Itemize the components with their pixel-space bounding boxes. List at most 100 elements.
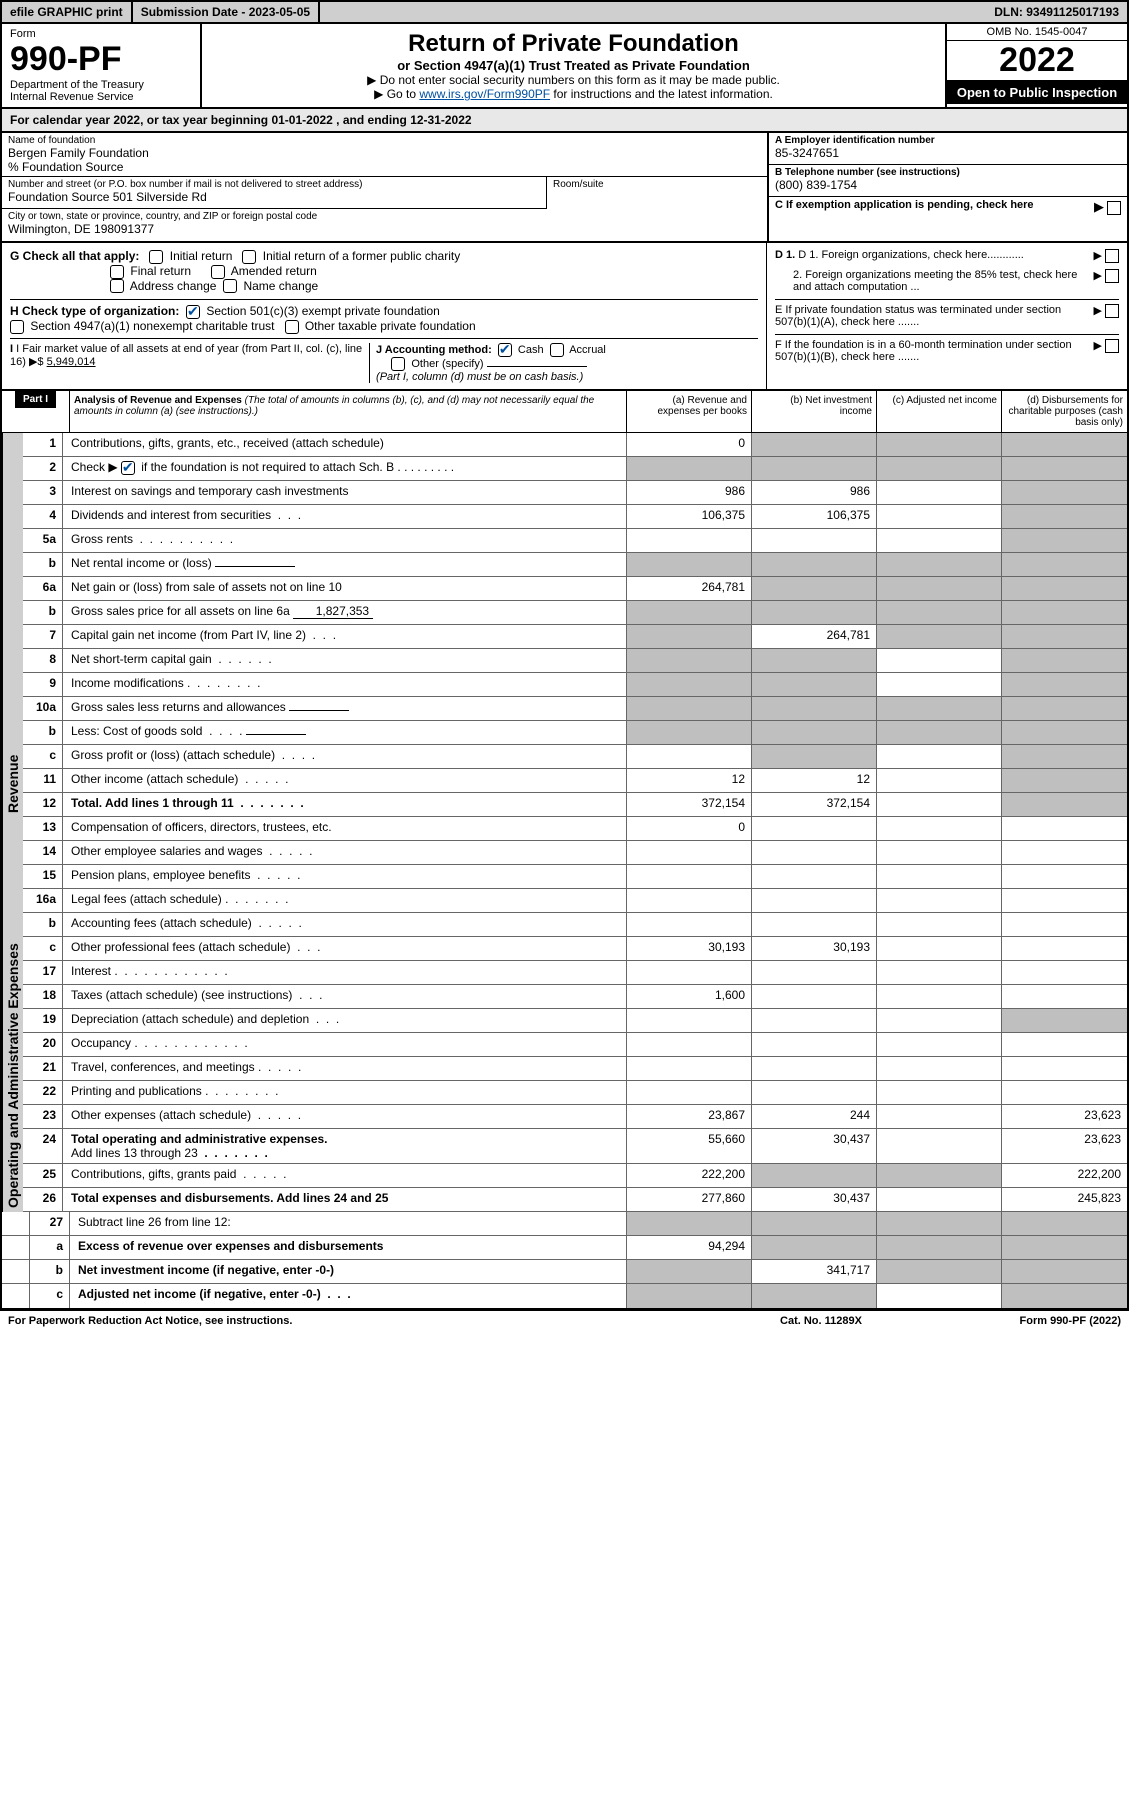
instr-goto-prefix: ▶ Go to (374, 87, 419, 101)
topbar-spacer (320, 2, 986, 22)
l13-num: 13 (23, 817, 63, 840)
l22-num: 22 (23, 1081, 63, 1104)
l23-b: 244 (752, 1105, 877, 1128)
j-label: J Accounting method: (376, 344, 492, 356)
f-cb[interactable] (1105, 339, 1119, 353)
g-final-cb[interactable] (110, 265, 124, 279)
g-final: Final return (130, 264, 191, 278)
l27a-lbl: Excess of revenue over expenses and disb… (70, 1236, 627, 1259)
l13-a: 0 (627, 817, 752, 840)
footer-catno: Cat. No. 11289X (721, 1315, 921, 1327)
expenses-side-label: Operating and Administrative Expenses (2, 817, 23, 1212)
l17-lbl: Interest (71, 964, 111, 978)
h-501-cb[interactable] (186, 305, 200, 319)
l23-lbl: Other expenses (attach schedule) (71, 1108, 251, 1122)
g-addr: Address change (130, 279, 217, 293)
g-name-cb[interactable] (223, 279, 237, 293)
l12-lbl: Total. Add lines 1 through 11 (71, 796, 234, 810)
l21-num: 21 (23, 1057, 63, 1080)
j-note: (Part I, column (d) must be on cash basi… (376, 371, 583, 383)
l2-lbl-b: if the foundation is not required to att… (138, 460, 394, 474)
l2-cb[interactable] (121, 461, 135, 475)
col-d-hdr: (d) Disbursements for charitable purpose… (1002, 391, 1127, 433)
l4-a: 106,375 (627, 505, 752, 528)
l26-lbl: Total expenses and disbursements. Add li… (63, 1188, 627, 1211)
h-other: Other taxable private foundation (305, 319, 476, 333)
l26-num: 26 (23, 1188, 63, 1211)
l10b-lbl: Less: Cost of goods sold (71, 724, 202, 738)
h-label: H Check type of organization: (10, 304, 179, 318)
l24-b: 30,437 (752, 1129, 877, 1163)
form-number: 990-PF (10, 40, 192, 79)
l26-b: 30,437 (752, 1188, 877, 1211)
l27a-num: a (30, 1236, 70, 1259)
form-header: Form 990-PF Department of the Treasury I… (0, 24, 1129, 109)
l2-num: 2 (23, 457, 63, 480)
l18-a: 1,600 (627, 985, 752, 1008)
l20-num: 20 (23, 1033, 63, 1056)
l15-num: 15 (23, 865, 63, 888)
calyear-prefix: For calendar year 2022, or tax year begi… (10, 113, 271, 127)
room-lbl: Room/suite (553, 179, 761, 190)
l11-b: 12 (752, 769, 877, 792)
g-amended-cb[interactable] (211, 265, 225, 279)
g-name: Name change (243, 279, 318, 293)
l3-lbl: Interest on savings and temporary cash i… (63, 481, 627, 504)
l24-a: 55,660 (627, 1129, 752, 1163)
l8-num: 8 (23, 649, 63, 672)
l14-num: 14 (23, 841, 63, 864)
l16c-a: 30,193 (627, 937, 752, 960)
l7-num: 7 (23, 625, 63, 648)
l27b-num: b (30, 1260, 70, 1283)
l18-lbl: Taxes (attach schedule) (see instruction… (71, 988, 292, 1002)
l4-lbl: Dividends and interest from securities (71, 508, 271, 522)
l1-lbl: Contributions, gifts, grants, etc., rece… (63, 433, 627, 456)
l27-lbl: Subtract line 26 from line 12: (70, 1212, 627, 1235)
dept-treasury: Department of the Treasury (10, 79, 192, 91)
c-checkbox[interactable] (1107, 201, 1121, 215)
g-amended: Amended return (231, 264, 317, 278)
h-4947: Section 4947(a)(1) nonexempt charitable … (30, 319, 274, 333)
j-accrual-cb[interactable] (550, 343, 564, 357)
j-cash: Cash (518, 344, 544, 356)
open-public: Open to Public Inspection (947, 81, 1127, 104)
l3-num: 3 (23, 481, 63, 504)
foundation-addr: Foundation Source 501 Silverside Rd (8, 190, 540, 204)
l20-lbl: Occupancy (71, 1036, 131, 1050)
g-initial-former: Initial return of a former public charit… (263, 249, 460, 263)
part1-sheet: Part I Analysis of Revenue and Expenses … (0, 391, 1129, 1310)
h-4947-cb[interactable] (10, 320, 24, 334)
e-cb[interactable] (1105, 304, 1119, 318)
l3-b: 986 (752, 481, 877, 504)
l12-a: 372,154 (627, 793, 752, 816)
l12-b: 372,154 (752, 793, 877, 816)
d1-cb[interactable] (1105, 249, 1119, 263)
g-initial-cb[interactable] (149, 250, 163, 264)
l19-num: 19 (23, 1009, 63, 1032)
h-other-cb[interactable] (285, 320, 299, 334)
foundation-name: Bergen Family Foundation (8, 146, 761, 160)
l26-d: 245,823 (1002, 1188, 1127, 1211)
form990pf-link[interactable]: www.irs.gov/Form990PF (419, 87, 550, 101)
page-footer: For Paperwork Reduction Act Notice, see … (0, 1310, 1129, 1331)
g-addr-cb[interactable] (110, 279, 124, 293)
foundation-care: % Foundation Source (8, 160, 761, 174)
g-initial-former-cb[interactable] (242, 250, 256, 264)
j-cash-cb[interactable] (498, 343, 512, 357)
omb-number: OMB No. 1545-0047 (947, 24, 1127, 41)
phone: (800) 839-1754 (775, 178, 1121, 192)
l27c-lbl: Adjusted net income (if negative, enter … (78, 1287, 321, 1301)
l6b-val: 1,827,353 (293, 604, 373, 619)
l24-lbl: Total operating and administrative expen… (71, 1132, 328, 1146)
part1-tag: Part I (15, 391, 56, 408)
l1-num: 1 (23, 433, 63, 456)
j-other-cb[interactable] (391, 357, 405, 371)
l22-lbl: Printing and publications (71, 1084, 202, 1098)
l5a-num: 5a (23, 529, 63, 552)
g-label: G Check all that apply: (10, 249, 139, 263)
d2-cb[interactable] (1105, 269, 1119, 283)
efile-print-button[interactable]: efile GRAPHIC print (2, 2, 133, 22)
calendar-year-row: For calendar year 2022, or tax year begi… (0, 109, 1129, 133)
d1-label: D 1. Foreign organizations, check here..… (798, 249, 1024, 261)
l25-d: 222,200 (1002, 1164, 1127, 1187)
